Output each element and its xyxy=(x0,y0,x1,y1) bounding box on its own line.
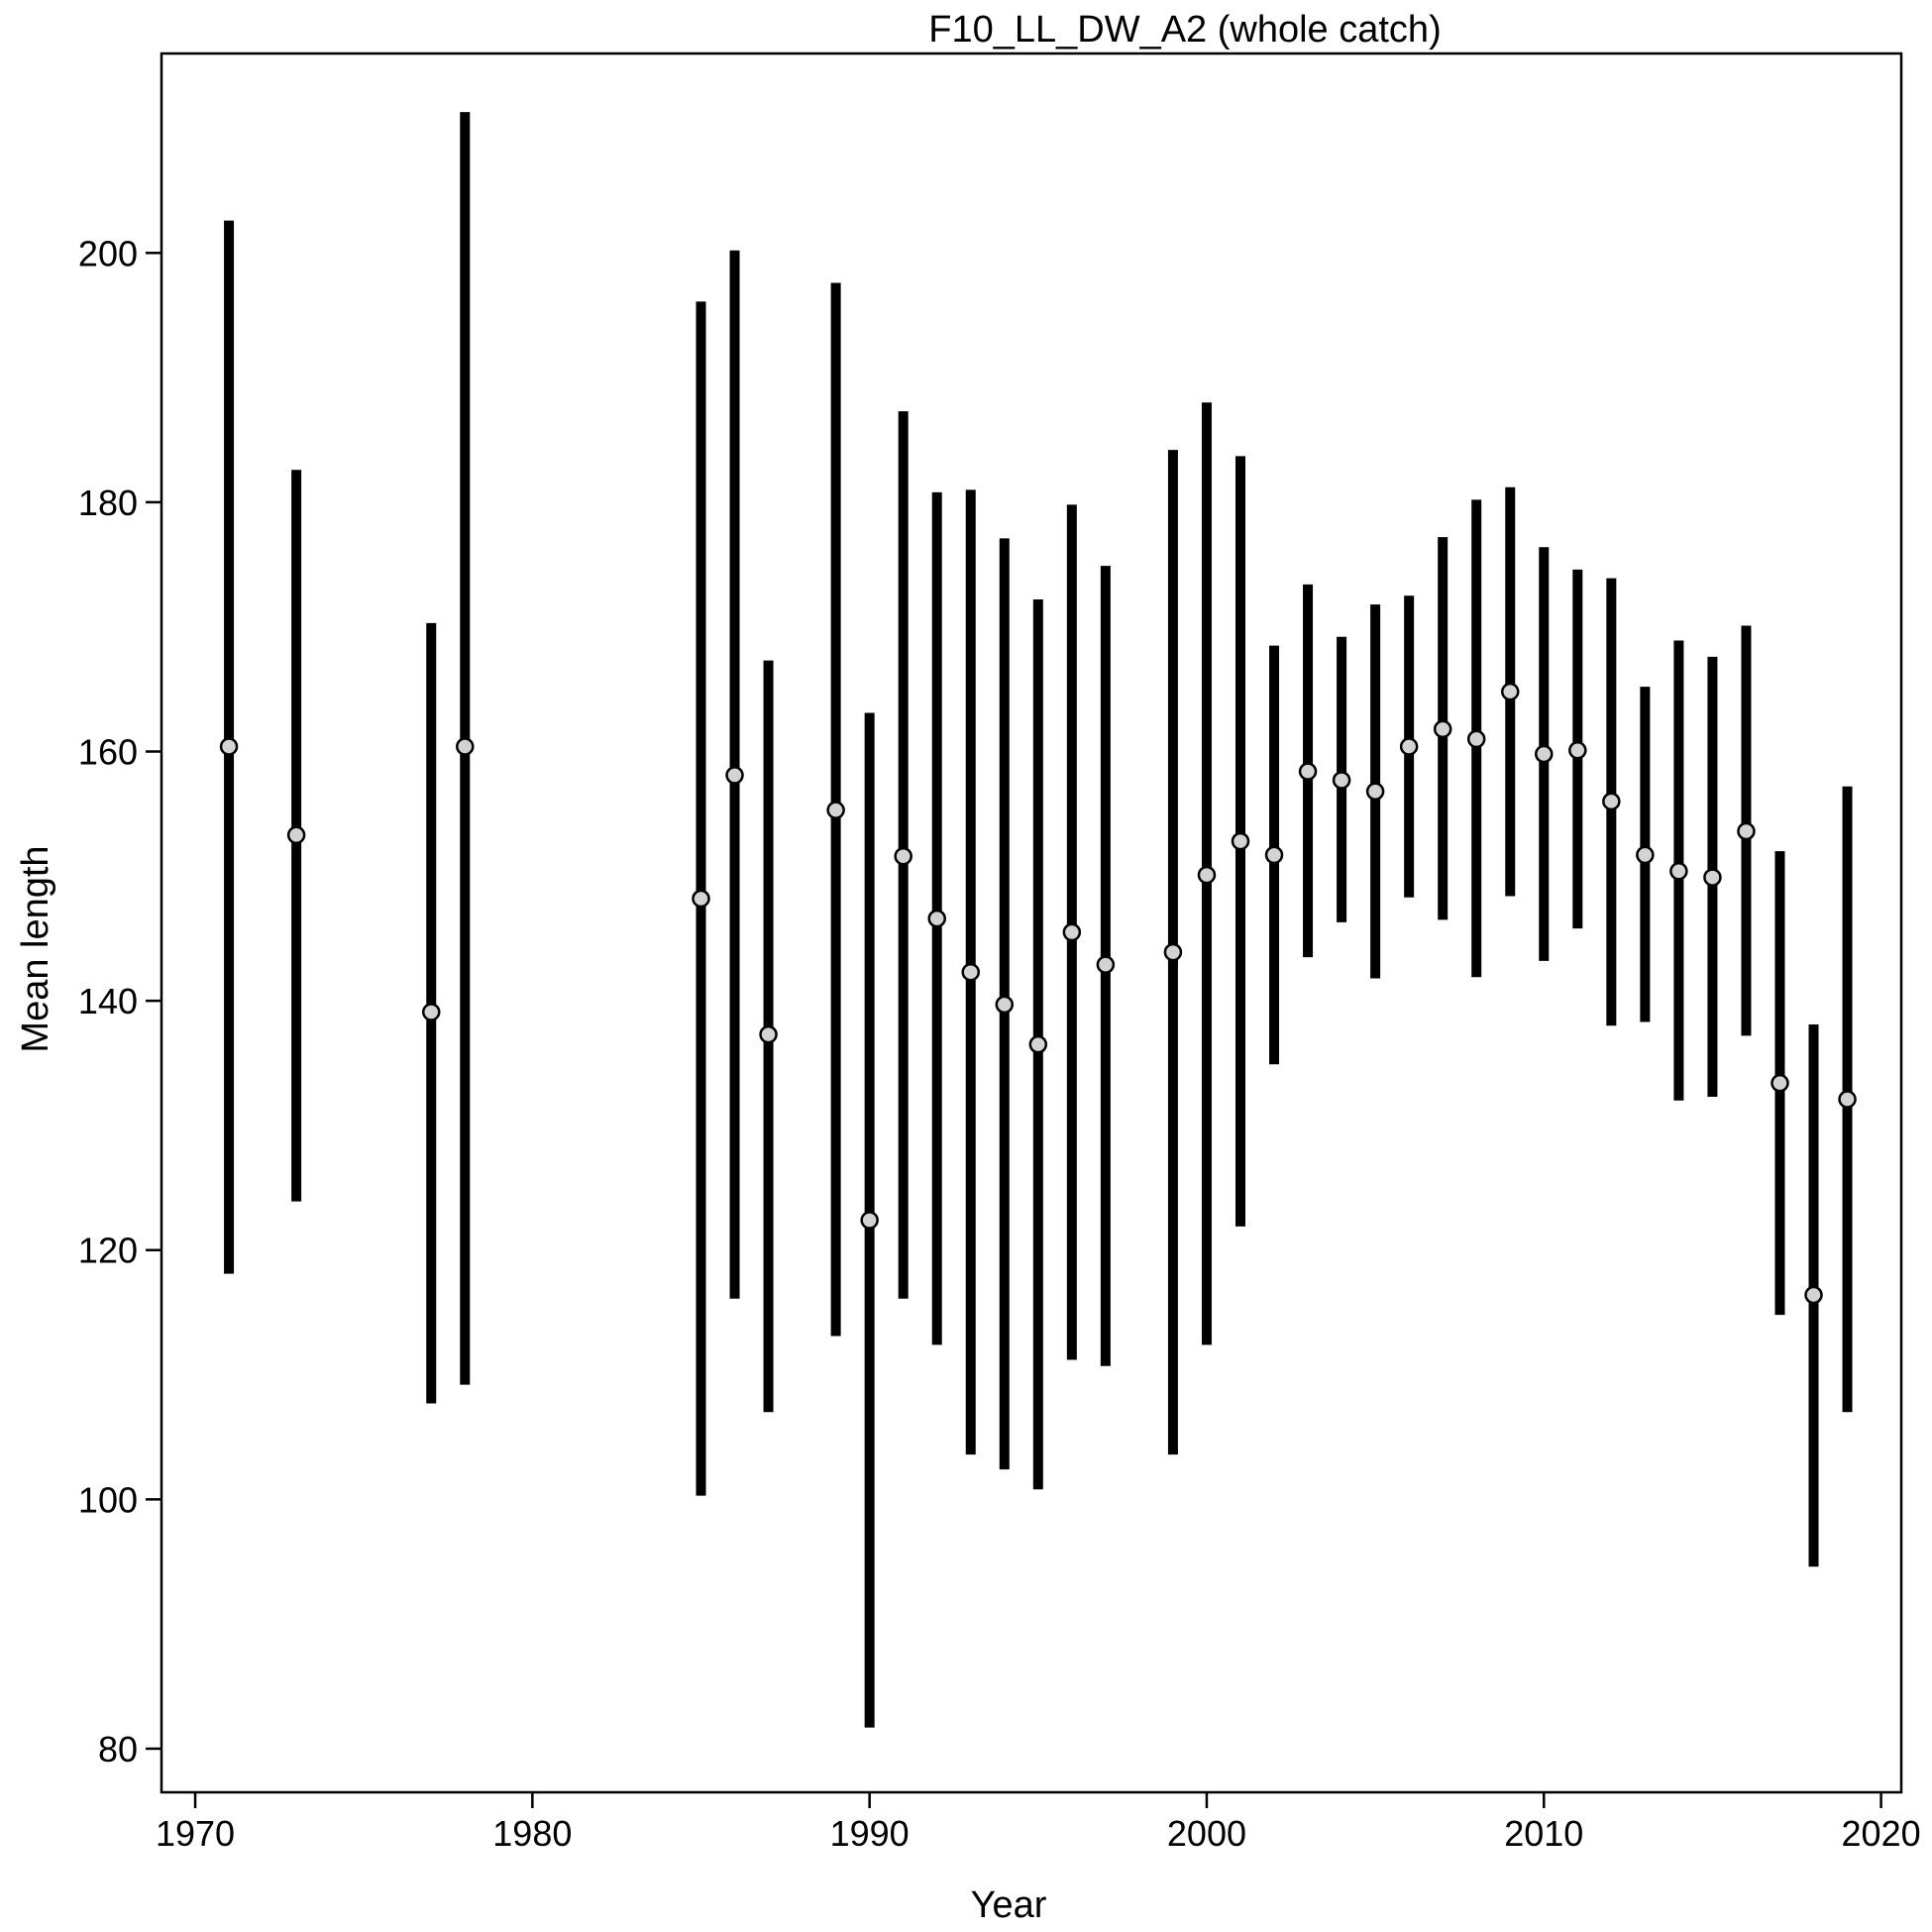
mean-point xyxy=(1466,729,1486,749)
x-tick-label: 2000 xyxy=(1167,1813,1246,1854)
mean-point xyxy=(1264,845,1284,865)
mean-point xyxy=(692,889,710,909)
mean-point xyxy=(961,962,980,982)
y-tick-label: 80 xyxy=(98,1729,138,1770)
y-tick-label: 160 xyxy=(78,732,138,773)
chart-title: F10_LL_DW_A2 (whole catch) xyxy=(928,9,1441,51)
mean-point xyxy=(894,846,912,866)
x-tick-label: 2020 xyxy=(1842,1813,1921,1854)
mean-point xyxy=(860,1211,879,1230)
mean-point xyxy=(1365,782,1385,802)
mean-point xyxy=(725,766,744,785)
mean-point xyxy=(1737,821,1756,841)
y-axis-label: Mean length xyxy=(15,845,56,1052)
mean-point xyxy=(1028,1034,1048,1054)
mean-point xyxy=(1535,744,1554,764)
mean-point xyxy=(1804,1285,1823,1305)
plot-frame xyxy=(160,52,1903,1794)
mean-point xyxy=(1332,771,1351,790)
mean-point xyxy=(1636,845,1655,865)
x-tick-label: 2010 xyxy=(1504,1813,1583,1854)
mean-point xyxy=(456,737,475,756)
mean-markers xyxy=(219,682,1857,1305)
mean-point xyxy=(1096,955,1116,974)
mean-point xyxy=(1669,862,1688,881)
mean-point xyxy=(1231,831,1250,851)
x-axis: 1970 1980 1990 2000 2010 2020 xyxy=(156,1792,1921,1854)
x-axis-label: Year xyxy=(971,1884,1047,1926)
mean-point xyxy=(1568,741,1587,760)
mean-point xyxy=(1771,1073,1789,1093)
mean-point xyxy=(826,801,845,819)
mean-point xyxy=(1703,868,1722,887)
x-tick-label: 1980 xyxy=(492,1813,572,1854)
mean-point xyxy=(1602,792,1621,811)
mean-point xyxy=(1298,762,1318,781)
mean-point xyxy=(1433,719,1452,739)
x-tick-label: 1990 xyxy=(830,1813,910,1854)
mean-point xyxy=(759,1024,778,1044)
mean-point xyxy=(1062,922,1082,942)
mean-point xyxy=(1399,737,1419,756)
y-tick-label: 100 xyxy=(78,1479,138,1520)
y-tick-label: 120 xyxy=(78,1231,138,1271)
mean-point xyxy=(927,909,946,928)
mean-point xyxy=(1197,865,1217,885)
y-tick-label: 140 xyxy=(78,981,138,1021)
mean-point xyxy=(286,825,306,845)
error-bars xyxy=(224,112,1853,1728)
y-tick-label: 180 xyxy=(78,483,138,523)
mean-point xyxy=(1500,682,1520,701)
mean-point xyxy=(219,737,239,756)
mean-point xyxy=(1838,1090,1857,1109)
y-tick-label: 200 xyxy=(78,233,138,273)
mean-point xyxy=(421,1003,441,1021)
mean-point xyxy=(1163,942,1183,962)
mean-point xyxy=(995,995,1015,1015)
y-axis: 80 100 120 140 160 180 200 xyxy=(78,233,161,1770)
x-tick-label: 1970 xyxy=(156,1813,235,1854)
